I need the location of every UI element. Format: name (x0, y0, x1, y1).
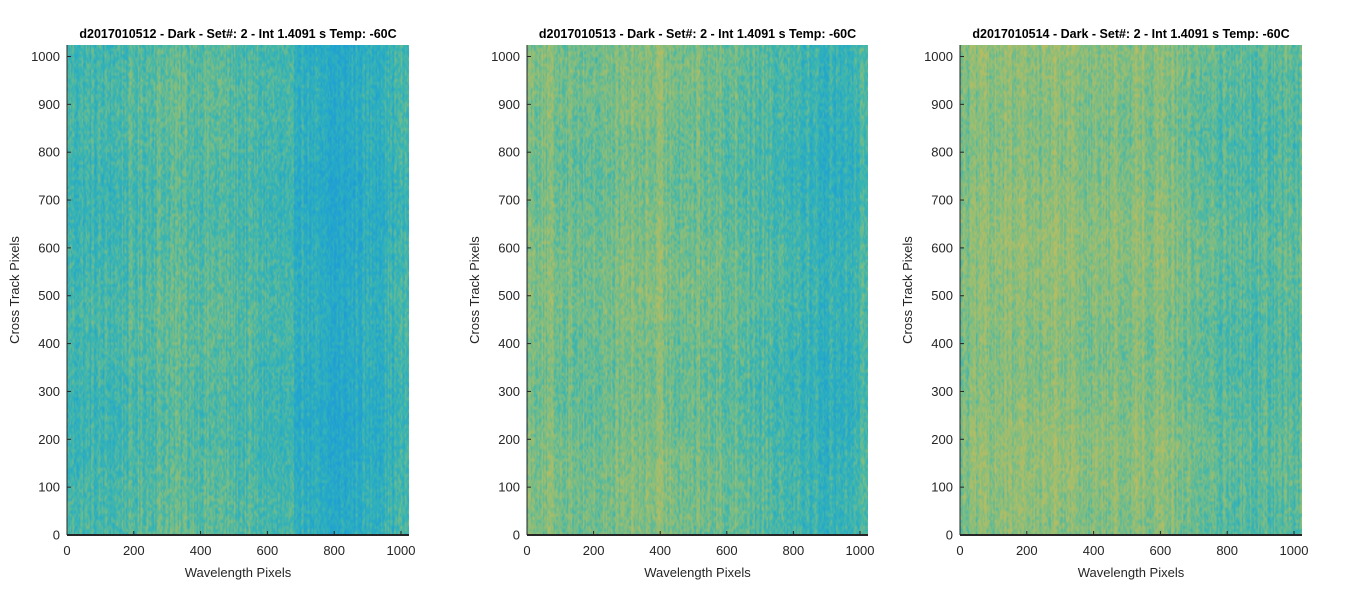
y-tick-label: 800 (38, 145, 60, 160)
y-tick-label: 800 (498, 145, 520, 160)
x-tick-label: 200 (123, 543, 145, 558)
y-axis-label: Cross Track Pixels (7, 236, 22, 344)
y-tick-label: 300 (498, 384, 520, 399)
heatmap-image (67, 45, 409, 535)
y-tick-label: 500 (498, 288, 520, 303)
x-tick-label: 200 (1016, 543, 1038, 558)
y-tick-label: 100 (498, 480, 520, 495)
y-tick-label: 700 (931, 193, 953, 208)
y-tick-label: 100 (931, 480, 953, 495)
y-tick-label: 600 (498, 240, 520, 255)
y-tick-label: 500 (931, 288, 953, 303)
chart-panel-3: 0 200 400 600 800 1000 0 100 200 300 400 500 600 700 8… (900, 27, 1308, 580)
y-axis-label: Cross Track Pixels (467, 236, 482, 344)
y-tick-label: 1000 (31, 49, 60, 64)
y-tick-label: 0 (513, 528, 520, 543)
y-tick-label: 900 (498, 97, 520, 112)
x-tick-label: 400 (649, 543, 671, 558)
y-tick-label: 700 (498, 193, 520, 208)
heatmap-image (527, 45, 868, 535)
x-tick-label: 800 (1216, 543, 1238, 558)
x-tick-label: 400 (190, 543, 212, 558)
y-tick-label: 100 (38, 480, 60, 495)
x-tick-label: 200 (583, 543, 605, 558)
x-tick-label: 0 (956, 543, 963, 558)
chart-title: d2017010514 - Dark - Set#: 2 - Int 1.409… (972, 27, 1289, 41)
chart-title: d2017010513 - Dark - Set#: 2 - Int 1.409… (539, 27, 856, 41)
y-tick-label: 700 (38, 193, 60, 208)
y-tick-label: 500 (38, 288, 60, 303)
y-tick-label: 800 (931, 145, 953, 160)
x-tick-label: 800 (323, 543, 345, 558)
y-tick-label: 300 (38, 384, 60, 399)
y-tick-label: 400 (38, 336, 60, 351)
chart-title: d2017010512 - Dark - Set#: 2 - Int 1.409… (79, 27, 396, 41)
y-tick-label: 300 (931, 384, 953, 399)
x-tick-label: 1000 (846, 543, 875, 558)
x-tick-label: 600 (716, 543, 738, 558)
x-tick-label: 1000 (1280, 543, 1309, 558)
y-axis-label: Cross Track Pixels (900, 236, 915, 344)
x-tick-label: 0 (63, 543, 70, 558)
y-tick-label: 0 (946, 528, 953, 543)
y-tick-label: 400 (498, 336, 520, 351)
y-tick-label: 400 (931, 336, 953, 351)
y-tick-label: 600 (38, 240, 60, 255)
heatmap-image (960, 45, 1302, 535)
x-tick-label: 800 (783, 543, 805, 558)
chart-panel-2: 0 200 400 600 800 1000 0 100 200 300 400 500 600 700 8… (467, 27, 874, 580)
x-tick-label: 0 (523, 543, 530, 558)
x-tick-label: 600 (1150, 543, 1172, 558)
y-tick-label: 200 (38, 432, 60, 447)
x-axis-label: Wavelength Pixels (644, 565, 751, 580)
x-tick-label: 1000 (387, 543, 416, 558)
y-tick-label: 200 (498, 432, 520, 447)
x-tick-label: 600 (257, 543, 279, 558)
x-axis-label: Wavelength Pixels (1078, 565, 1185, 580)
y-tick-label: 0 (53, 528, 60, 543)
x-tick-label: 400 (1083, 543, 1105, 558)
y-tick-label: 600 (931, 240, 953, 255)
y-tick-label: 200 (931, 432, 953, 447)
y-tick-label: 1000 (491, 49, 520, 64)
y-tick-label: 900 (931, 97, 953, 112)
x-axis-label: Wavelength Pixels (185, 565, 292, 580)
y-tick-label: 1000 (924, 49, 953, 64)
chart-panel-1: 0 200 400 600 800 1000 0 100 200 300 400 500 600 700 8… (7, 27, 415, 580)
y-tick-label: 900 (38, 97, 60, 112)
